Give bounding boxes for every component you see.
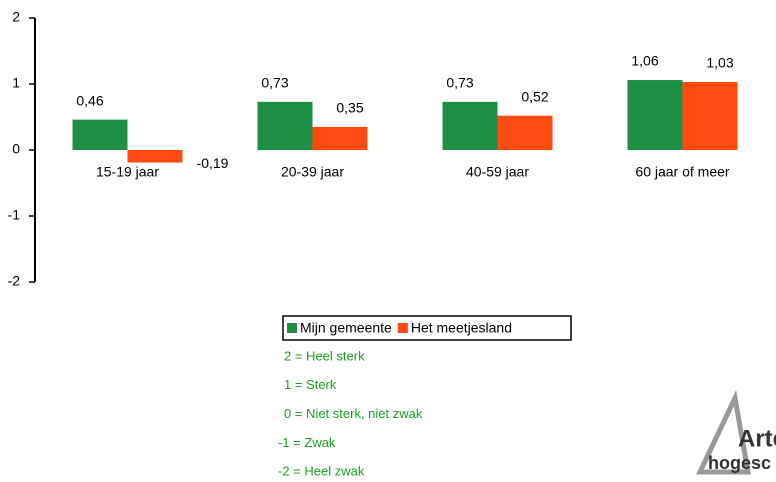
- value-label: 1,03: [706, 55, 733, 71]
- y-tick-label: 2: [12, 9, 20, 25]
- annotation: -2 = Heel zwak: [278, 464, 365, 479]
- y-tick-label: 1: [12, 75, 20, 91]
- bar: [442, 101, 498, 150]
- legend-swatch: [397, 323, 408, 333]
- annotation: 1 = Sterk: [284, 377, 337, 392]
- logo: Arte hogesc: [696, 389, 776, 475]
- y-tick-label: -1: [8, 207, 21, 223]
- logo-text: hogesc: [708, 453, 771, 473]
- bar: [312, 126, 368, 150]
- bar: [627, 80, 683, 150]
- x-tick-label: 15-19 jaar: [96, 164, 159, 180]
- bar: [127, 150, 183, 163]
- annotation: -1 = Zwak: [278, 435, 336, 450]
- value-label: 0,73: [261, 75, 288, 91]
- value-label: 0,52: [521, 88, 548, 104]
- bar: [682, 82, 738, 150]
- annotation: 0 = Niet sterk, niet zwak: [284, 406, 423, 421]
- y-tick-label: -2: [8, 273, 21, 289]
- value-label: 0,46: [76, 92, 103, 108]
- legend-label: Het meetjesland: [411, 320, 512, 336]
- annotation: 2 = Heel sterk: [284, 348, 365, 363]
- value-label: 1,06: [631, 53, 658, 69]
- value-label: -0,19: [197, 155, 229, 171]
- legend-box: [282, 315, 572, 341]
- value-label: 0,73: [446, 75, 473, 91]
- y-tick-label: 0: [12, 141, 20, 157]
- x-tick-label: 40-59 jaar: [466, 164, 529, 180]
- x-tick-label: 20-39 jaar: [281, 164, 344, 180]
- bar: [497, 115, 553, 150]
- logo-text: Arte: [738, 425, 776, 452]
- x-tick-label: 60 jaar of meer: [635, 164, 729, 180]
- value-label: 0,35: [336, 100, 363, 116]
- legend-label: Mijn gemeente: [300, 320, 392, 336]
- bar: [72, 119, 128, 150]
- bar: [257, 101, 313, 150]
- legend-swatch: [287, 323, 297, 333]
